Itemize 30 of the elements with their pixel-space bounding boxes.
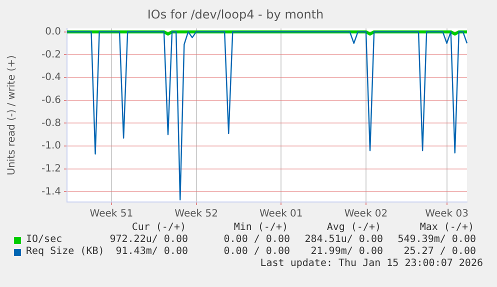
y-tick-label: -1.0 [41,140,61,152]
y-axis-title: Units read (-) / write (+) [6,55,18,176]
text: 972.22u/ 0.00 [110,234,188,246]
legend-label: IO/sec [26,234,62,246]
text: 25.27 / 0.00 [404,246,476,258]
text: Max (-/+) [420,222,474,234]
text: 549.39m/ 0.00 [398,234,476,246]
x-tick-label: Week 03 [425,208,468,220]
legend-label: Req Size (KB) [26,246,104,258]
x-tick-label: Week 02 [344,208,388,220]
y-tick-label: -1.2 [41,163,61,174]
y-tick-label: -0.6 [41,94,61,106]
y-tick-label: 0.0 [45,26,61,38]
text: Min (-/+) [234,222,288,234]
y-tick-label: -0.2 [41,49,61,60]
chart-title: IOs for /dev/loop4 - by month [147,7,324,22]
text: Cur (-/+) [132,222,186,234]
text: 0.00 / 0.00 [224,246,290,258]
x-tick-label: Week 01 [259,208,303,220]
y-tick-label: -0.4 [41,72,61,84]
text: Avg (-/+) [326,222,381,234]
text: Last update: Thu Jan 15 23:00:07 2026 [260,258,483,270]
x-tick-label: Week 52 [174,208,218,220]
y-tick-label: -0.8 [41,118,61,129]
text: 91.43m/ 0.00 [116,246,188,258]
y-tick-label: -1.4 [41,186,61,198]
text: 21.99m/ 0.00 [310,246,383,258]
x-tick-label: Week 51 [90,208,134,220]
text: 284.51u/ 0.00 [304,234,383,246]
text: 0.00 / 0.00 [224,234,290,246]
